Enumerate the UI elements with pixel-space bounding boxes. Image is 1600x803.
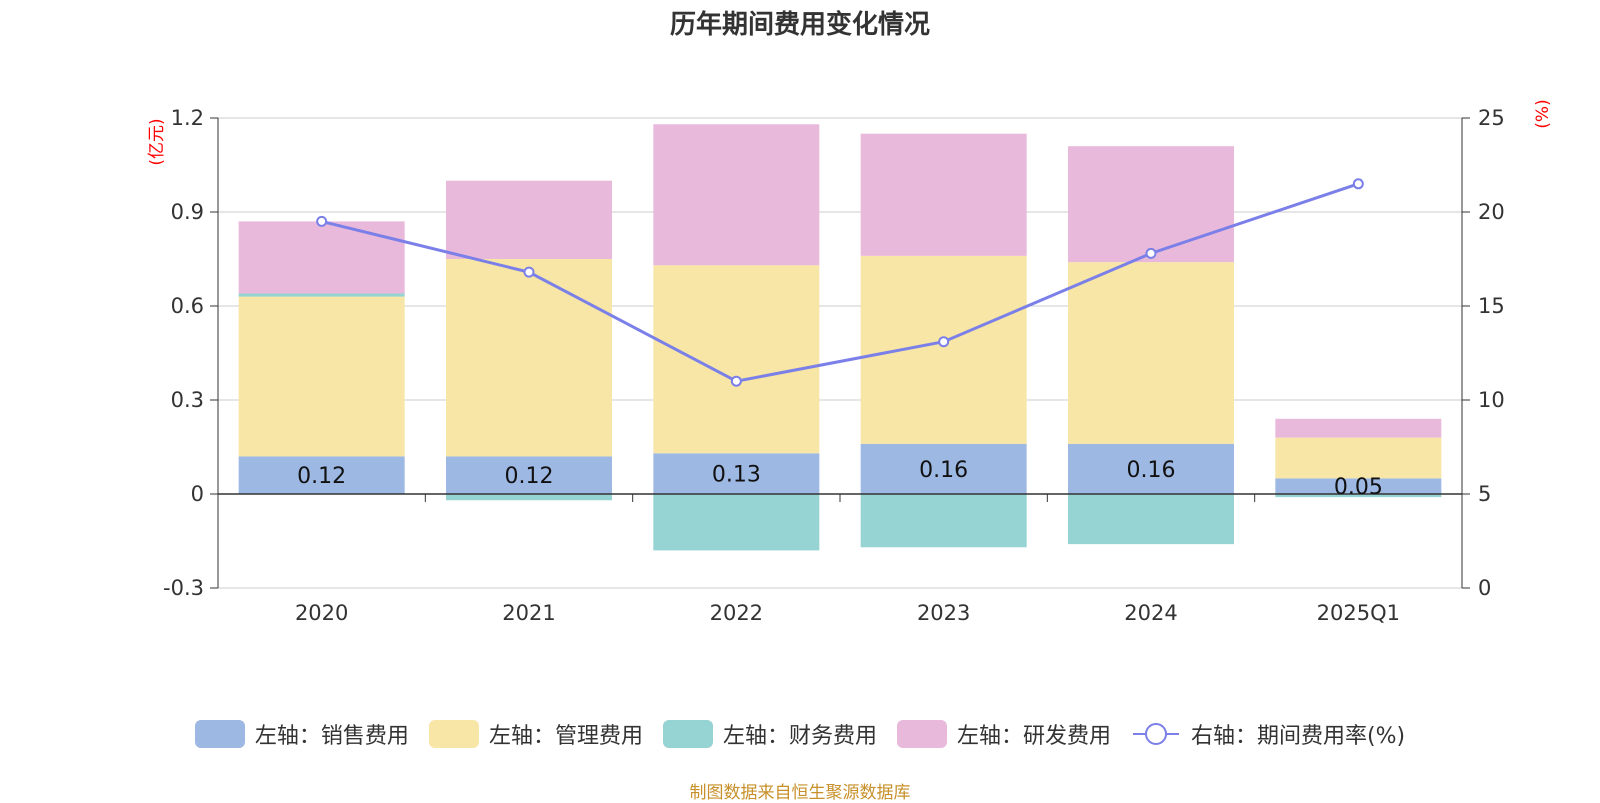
rate-point [523, 266, 535, 278]
axes: -0.3 0 0.3 0.6 0.9 1.2 0 5 10 15 20 25 (亿元) (%) 2020 20… [147, 99, 1553, 625]
bar-segment [446, 180, 612, 259]
data-label: 0.13 [712, 463, 761, 488]
x-tick-label: 2024 [1124, 601, 1177, 625]
rate-point [938, 336, 950, 348]
source-note: 制图数据来自恒生聚源数据库 [689, 783, 911, 803]
bar-segment [1275, 494, 1442, 498]
bar-segment [860, 443, 1027, 494]
legend: 左轴：销售费用 左轴：管理费用 左轴：财务费用 左轴：研发费用 右轴：期间费用率(%) [0, 718, 1600, 750]
legend-label: 左轴：财务费用 [722, 724, 877, 749]
legend-label: 右轴：期间费用率(%) [1190, 724, 1406, 749]
right-tick-label: 20 [1478, 200, 1505, 224]
grid-lines [218, 117, 1462, 589]
bar-segment [238, 221, 405, 294]
x-tick-label: 2025Q1 [1317, 601, 1400, 625]
bar-segment [1275, 478, 1442, 494]
bar-segment [653, 494, 820, 551]
legend-swatch [428, 720, 479, 748]
bar-segment [238, 456, 405, 494]
data-label-layer: 0.12 0.12 0.13 0.16 0.16 0.05 [297, 458, 1383, 500]
bar-segment [238, 296, 405, 457]
bar-segment [446, 456, 612, 494]
x-tick-label: 2022 [710, 601, 763, 625]
data-label: 0.12 [505, 464, 554, 489]
left-axis-unit: (亿元) [147, 118, 167, 165]
legend-line-swatch [1132, 723, 1179, 745]
right-axis-unit: (%) [1533, 99, 1553, 128]
legend-item[interactable]: 左轴：研发费用 [896, 718, 1111, 750]
legend-swatch [662, 720, 713, 748]
x-tick-label: 2021 [502, 601, 555, 625]
data-label: 0.16 [1127, 458, 1176, 483]
bar-segment [860, 494, 1027, 548]
left-tick-label: 0.6 [171, 294, 204, 318]
right-tick-label: 0 [1478, 576, 1491, 600]
right-tick-label: 15 [1478, 294, 1505, 318]
left-tick-label: 0 [191, 482, 204, 506]
legend-label: 左轴：销售费用 [254, 724, 409, 749]
rate-line [321, 182, 1359, 383]
bar-segment [238, 293, 405, 297]
legend-item[interactable]: 左轴：管理费用 [428, 718, 643, 750]
x-tick-label: 2020 [295, 601, 348, 625]
bar-segment [1068, 262, 1234, 444]
left-tick-label: 0.9 [171, 200, 204, 224]
chart-title: 历年期间费用变化情况 [669, 10, 930, 40]
legend-item[interactable]: 左轴：销售费用 [194, 718, 409, 750]
right-tick-label: 5 [1478, 482, 1491, 506]
left-tick-label: 0.3 [171, 388, 204, 412]
right-tick-label: 25 [1478, 106, 1505, 130]
bar-segment [446, 259, 612, 457]
x-tick-label: 2023 [917, 601, 970, 625]
rate-point [730, 375, 742, 387]
legend-marker [1144, 723, 1167, 745]
bar-segment [860, 255, 1027, 444]
left-tick-label: 1.2 [171, 106, 204, 130]
bar-segment [653, 124, 820, 266]
legend-label: 左轴：管理费用 [488, 724, 643, 749]
bar-segment [653, 265, 820, 454]
bar-segment [1275, 437, 1442, 479]
rate-line-layer [316, 178, 1364, 387]
bar-layer [238, 124, 1442, 551]
legend-item[interactable]: 右轴：期间费用率(%) [1131, 718, 1405, 750]
legend-label: 左轴：研发费用 [956, 724, 1111, 749]
rate-point [1145, 247, 1157, 259]
bar-segment [653, 453, 820, 494]
rate-point [1352, 178, 1364, 190]
legend-swatch [194, 720, 245, 748]
left-tick-label: -0.3 [163, 576, 204, 600]
legend-swatch [896, 720, 947, 748]
rate-point [316, 215, 328, 227]
bar-segment [1068, 146, 1234, 263]
right-tick-label: 10 [1478, 388, 1505, 412]
bar-segment [446, 494, 612, 501]
bar-segment [1068, 494, 1234, 545]
bar-segment [1068, 443, 1234, 494]
data-label: 0.12 [297, 464, 346, 489]
data-label: 0.16 [919, 458, 968, 483]
legend-item[interactable]: 左轴：财务费用 [662, 718, 877, 750]
bar-segment [1275, 418, 1442, 438]
bar-segment [860, 133, 1027, 256]
data-label: 0.05 [1334, 475, 1383, 500]
